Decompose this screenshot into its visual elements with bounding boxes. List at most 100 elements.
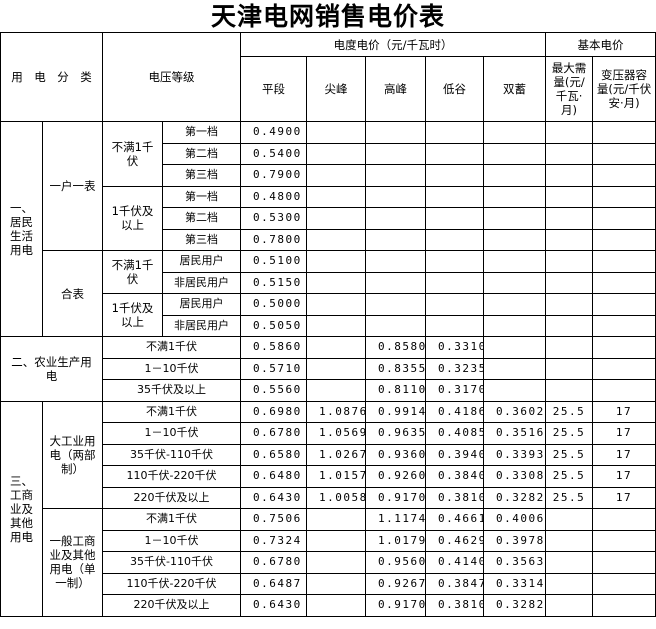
price-cell [365, 164, 426, 187]
tier-label: 第二档 [162, 142, 241, 165]
voltage-level: 不满1千伏 [102, 336, 241, 359]
voltage-level: 220千伏及以上 [102, 486, 241, 509]
table-row: 一、居民生活用电 一户一表 不满1千伏 第一档 0.4900 [0, 121, 656, 337]
header-peak: 尖峰 [306, 56, 366, 122]
price-cell [545, 250, 594, 273]
price-cell [592, 508, 656, 531]
price-cell: 0.4085 [425, 422, 484, 445]
price-cell [306, 293, 366, 316]
price-cell: 0.3940 [425, 443, 484, 466]
price-cell: 0.4900 [240, 121, 307, 144]
price-cell: 0.9635 [365, 422, 426, 445]
price-cell [545, 164, 594, 187]
price-cell [482, 207, 547, 230]
price-cell [545, 357, 594, 380]
price-cell: 25.5 [545, 443, 594, 466]
price-cell [592, 121, 656, 144]
header-voltage: 电压等级 [102, 32, 241, 122]
price-cell [425, 142, 484, 165]
price-cell [425, 207, 484, 230]
price-cell [592, 250, 656, 273]
price-cell: 0.7800 [240, 228, 307, 251]
price-cell: 0.6480 [240, 465, 307, 488]
voltage-level: 不满1千伏 [102, 250, 163, 294]
table-row: 第二档 0.5400 [1, 142, 656, 165]
price-cell: 0.6487 [240, 572, 307, 595]
price-cell [482, 293, 547, 316]
subcategory-large: 大工业用电（两部制） [42, 400, 103, 509]
price-cell: 0.3847 [425, 572, 484, 595]
category-agriculture: 二、农业生产用电 [0, 336, 103, 402]
price-cell [425, 164, 484, 187]
price-cell [306, 336, 366, 359]
price-cell: 1.0876 [306, 400, 366, 423]
voltage-level: 1－10千伏 [102, 422, 241, 445]
price-cell: 0.4186 [425, 400, 484, 423]
price-cell [482, 357, 547, 380]
price-cell [592, 228, 656, 251]
price-cell: 0.7324 [240, 529, 307, 552]
price-cell [592, 594, 656, 617]
price-cell: 0.4006 [482, 508, 547, 531]
header-high: 高峰 [365, 56, 426, 122]
header-category: 用 电 分 类 [0, 32, 103, 122]
header-dual-storage: 双蓄 [482, 56, 547, 122]
price-cell [306, 271, 366, 294]
price-cell [306, 142, 366, 165]
price-cell [482, 250, 547, 273]
price-cell: 0.3840 [425, 465, 484, 488]
price-cell: 0.4661 [425, 508, 484, 531]
price-cell: 25.5 [545, 486, 594, 509]
price-cell: 0.5710 [240, 357, 307, 380]
price-cell [425, 271, 484, 294]
table-row: 三、工商业及其他用电 大工业用电（两部制） 不满1千伏 0.6980 1.0876 0.9… [0, 400, 656, 617]
price-cell [425, 293, 484, 316]
tier-label: 第一档 [162, 185, 241, 208]
price-cell [592, 314, 656, 337]
price-cell: 0.3308 [482, 465, 547, 488]
price-cell: 0.3602 [482, 400, 547, 423]
price-cell: 17 [592, 443, 656, 466]
voltage-level: 不满1千伏 [102, 121, 163, 187]
table-row: 35千伏-110千伏 0.6780 0.9560 0.4140 0.3563 [1, 551, 656, 574]
price-cell: 0.8110 [365, 379, 426, 402]
price-cell [592, 357, 656, 380]
price-cell [482, 379, 547, 402]
price-cell: 0.9267 [365, 572, 426, 595]
price-cell: 0.8355 [365, 357, 426, 380]
price-cell: 17 [592, 400, 656, 423]
price-cell [592, 293, 656, 316]
price-cell [365, 250, 426, 273]
price-cell: 0.3516 [482, 422, 547, 445]
price-cell [425, 250, 484, 273]
price-cell: 17 [592, 486, 656, 509]
header-valley: 低谷 [425, 56, 484, 122]
price-cell: 0.3978 [482, 529, 547, 552]
price-cell [545, 508, 594, 531]
header-energy-price: 电度电价（元/千瓦时） [239, 32, 547, 57]
voltage-level: 不满1千伏 [102, 508, 241, 531]
price-cell [306, 508, 366, 531]
price-cell: 0.4800 [240, 185, 307, 208]
voltage-level: 1千伏及以上 [102, 293, 163, 337]
voltage-level: 35千伏-110千伏 [102, 551, 241, 574]
price-cell: 0.6430 [240, 594, 307, 617]
price-cell [306, 207, 366, 230]
price-cell: 0.4629 [425, 529, 484, 552]
price-cell [306, 379, 366, 402]
price-cell [592, 207, 656, 230]
voltage-level: 110千伏-220千伏 [102, 572, 241, 595]
price-cell [482, 142, 547, 165]
voltage-level: 35千伏-110千伏 [102, 443, 241, 466]
price-cell: 0.6780 [240, 551, 307, 574]
price-cell: 0.3563 [482, 551, 547, 574]
table-row: 一般工商业及其他用电（单一制） 不满1千伏 0.7506 1.1174 0.4661 0.… [1, 508, 656, 617]
price-cell [482, 121, 547, 144]
price-cell [365, 228, 426, 251]
price-cell: 0.3282 [482, 594, 547, 617]
price-cell [592, 379, 656, 402]
price-cell [545, 379, 594, 402]
price-cell: 1.0267 [306, 443, 366, 466]
price-cell: 0.5400 [240, 142, 307, 165]
price-cell [306, 314, 366, 337]
